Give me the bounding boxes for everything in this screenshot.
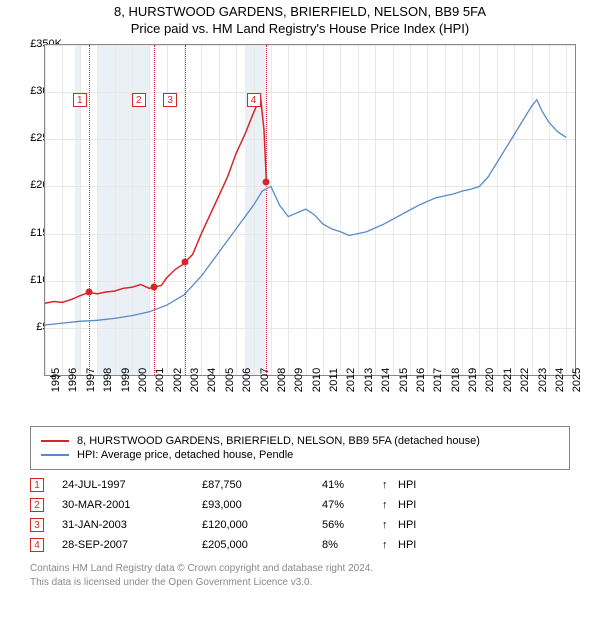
event-row: 2 30-MAR-2001£93,00047%↑HPI (30, 498, 570, 512)
event-pct: 56% (322, 519, 382, 531)
x-tick-label: 2004 (206, 368, 218, 392)
x-tick-label: 2015 (398, 368, 410, 392)
event-dot (263, 178, 270, 185)
event-price: £87,750 (202, 479, 322, 491)
x-tick-label: 2021 (502, 368, 514, 392)
event-price: £205,000 (202, 539, 322, 551)
plot-region: 1 2 3 4 (44, 44, 576, 376)
event-dot (182, 258, 189, 265)
event-date: 28-SEP-2007 (62, 539, 202, 551)
attribution-line1: Contains HM Land Registry data © Crown c… (30, 562, 570, 576)
event-suffix: HPI (398, 519, 416, 531)
legend-row-hpi: HPI: Average price, detached house, Pend… (41, 449, 559, 461)
title-address: 8, HURSTWOOD GARDENS, BRIERFIELD, NELSON… (0, 4, 600, 19)
event-date: 31-JAN-2003 (62, 519, 202, 531)
x-tick-label: 1996 (67, 368, 79, 392)
event-suffix: HPI (398, 499, 416, 511)
title-block: 8, HURSTWOOD GARDENS, BRIERFIELD, NELSON… (0, 0, 600, 36)
event-pct: 41% (322, 479, 382, 491)
event-pct: 8% (322, 539, 382, 551)
event-price: £120,000 (202, 519, 322, 531)
marker-box: 3 (163, 93, 177, 107)
x-tick-label: 2025 (571, 368, 583, 392)
marker-box: 2 (132, 93, 146, 107)
x-tick-label: 2014 (380, 368, 392, 392)
x-tick-label: 2017 (432, 368, 444, 392)
marker-box: 1 (73, 93, 87, 107)
x-tick-label: 2016 (415, 368, 427, 392)
arrow-up-icon: ↑ (382, 479, 398, 491)
line-svg (45, 45, 575, 375)
legend-label-property: 8, HURSTWOOD GARDENS, BRIERFIELD, NELSON… (77, 435, 480, 447)
x-tick-label: 1998 (102, 368, 114, 392)
event-pct: 47% (322, 499, 382, 511)
chart-area: £0£50K£100K£150K£200K£250K£300K£350K 123… (40, 44, 600, 414)
x-tick-label: 2018 (450, 368, 462, 392)
x-tick-label: 1995 (50, 368, 62, 392)
x-tick-label: 2013 (363, 368, 375, 392)
x-tick-label: 2006 (241, 368, 253, 392)
x-tick-label: 2005 (224, 368, 236, 392)
x-tick-label: 2007 (259, 368, 271, 392)
event-dot (86, 289, 93, 296)
event-date: 30-MAR-2001 (62, 499, 202, 511)
event-row: 4 28-SEP-2007£205,0008%↑HPI (30, 538, 570, 552)
x-tick-label: 2019 (467, 368, 479, 392)
legend-row-property: 8, HURSTWOOD GARDENS, BRIERFIELD, NELSON… (41, 435, 559, 447)
event-suffix: HPI (398, 479, 416, 491)
event-dot (150, 284, 157, 291)
attribution-line2: This data is licensed under the Open Gov… (30, 576, 570, 590)
arrow-up-icon: ↑ (382, 539, 398, 551)
x-tick-label: 2008 (276, 368, 288, 392)
x-tick-label: 2020 (484, 368, 496, 392)
x-tick-label: 2001 (154, 368, 166, 392)
legend: 8, HURSTWOOD GARDENS, BRIERFIELD, NELSON… (30, 426, 570, 470)
arrow-up-icon: ↑ (382, 499, 398, 511)
event-num: 3 (30, 518, 44, 532)
event-row: 1 24-JUL-1997£87,75041%↑HPI (30, 478, 570, 492)
chart-container: 8, HURSTWOOD GARDENS, BRIERFIELD, NELSON… (0, 0, 600, 589)
series-hpi (45, 100, 566, 325)
event-suffix: HPI (398, 539, 416, 551)
event-row: 3 31-JAN-2003£120,00056%↑HPI (30, 518, 570, 532)
x-tick-label: 2011 (328, 368, 340, 392)
arrow-up-icon: ↑ (382, 519, 398, 531)
x-tick-label: 1999 (120, 368, 132, 392)
event-num: 2 (30, 498, 44, 512)
events-table: 124-JUL-1997£87,75041%↑HPI230-MAR-2001£9… (30, 478, 570, 552)
event-num: 1 (30, 478, 44, 492)
x-tick-label: 2000 (137, 368, 149, 392)
x-tick-label: 2012 (345, 368, 357, 392)
x-tick-label: 1997 (85, 368, 97, 392)
event-num: 4 (30, 538, 44, 552)
x-tick-label: 2023 (537, 368, 549, 392)
x-tick-label: 2010 (311, 368, 323, 392)
title-subtitle: Price paid vs. HM Land Registry's House … (0, 21, 600, 36)
event-date: 24-JUL-1997 (62, 479, 202, 491)
attribution: Contains HM Land Registry data © Crown c… (30, 562, 570, 589)
event-price: £93,000 (202, 499, 322, 511)
legend-swatch-property (41, 440, 69, 442)
series-property (45, 97, 266, 303)
x-tick-label: 2022 (519, 368, 531, 392)
marker-box: 4 (247, 93, 261, 107)
x-tick-label: 2024 (554, 368, 566, 392)
x-tick-label: 2009 (293, 368, 305, 392)
legend-label-hpi: HPI: Average price, detached house, Pend… (77, 449, 293, 461)
x-tick-label: 2003 (189, 368, 201, 392)
x-tick-label: 2002 (172, 368, 184, 392)
legend-swatch-hpi (41, 454, 69, 456)
